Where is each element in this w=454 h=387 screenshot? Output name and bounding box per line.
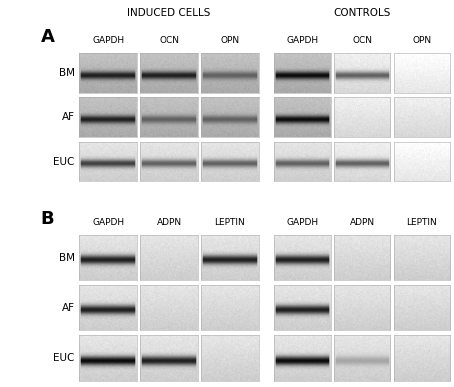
Text: B: B bbox=[40, 210, 54, 228]
Text: GAPDH: GAPDH bbox=[92, 36, 124, 45]
Text: INDUCED CELLS: INDUCED CELLS bbox=[128, 9, 211, 19]
Text: LEPTIN: LEPTIN bbox=[215, 217, 245, 227]
Text: OCN: OCN bbox=[352, 36, 372, 45]
Text: OPN: OPN bbox=[220, 36, 240, 45]
Text: LEPTIN: LEPTIN bbox=[406, 217, 437, 227]
Text: GAPDH: GAPDH bbox=[286, 36, 319, 45]
Text: A: A bbox=[40, 27, 54, 46]
Text: EUC: EUC bbox=[53, 157, 75, 166]
Text: AF: AF bbox=[62, 112, 75, 122]
Text: GAPDH: GAPDH bbox=[92, 217, 124, 227]
Text: CONTROLS: CONTROLS bbox=[334, 9, 391, 19]
Text: ADPN: ADPN bbox=[350, 217, 375, 227]
Text: EUC: EUC bbox=[53, 353, 75, 363]
Text: OPN: OPN bbox=[412, 36, 431, 45]
Text: AF: AF bbox=[62, 303, 75, 313]
Text: OCN: OCN bbox=[159, 36, 179, 45]
Text: BM: BM bbox=[59, 253, 75, 263]
Text: GAPDH: GAPDH bbox=[286, 217, 319, 227]
Text: ADPN: ADPN bbox=[157, 217, 182, 227]
Text: BM: BM bbox=[59, 68, 75, 78]
